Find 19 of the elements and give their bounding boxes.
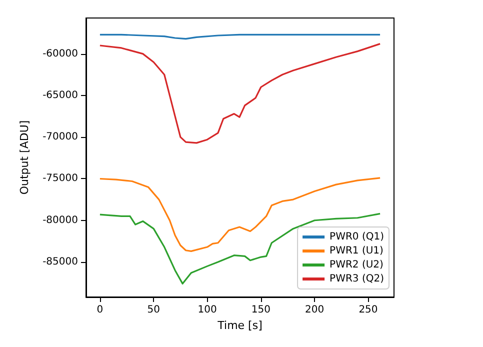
x-tick-label: 50 — [147, 304, 160, 316]
legend-label: PWR3 (Q2) — [330, 274, 384, 284]
y-tick-label: -75000 — [42, 173, 78, 184]
y-axis-title: Output [ADU] — [18, 120, 31, 195]
y-tick-label: -70000 — [42, 132, 78, 143]
x-tick-label: 150 — [251, 304, 270, 316]
y-tick-label: -80000 — [42, 214, 78, 226]
legend-label: PWR1 (U1) — [330, 246, 384, 256]
y-tick-label: -85000 — [42, 256, 78, 268]
x-tick-label: 0 — [96, 304, 104, 316]
y-tick-label: -65000 — [42, 90, 78, 101]
legend-label: PWR0 (Q1) — [330, 232, 384, 242]
legend-label: PWR2 (U2) — [330, 260, 384, 270]
x-axis-title: Time [s] — [216, 318, 262, 332]
x-tick-label: 100 — [198, 304, 217, 316]
x-tick-label: 250 — [358, 304, 378, 316]
x-tick-label: 200 — [305, 304, 324, 316]
line-series — [99, 43, 381, 144]
y-tick-label: -60000 — [42, 48, 78, 60]
